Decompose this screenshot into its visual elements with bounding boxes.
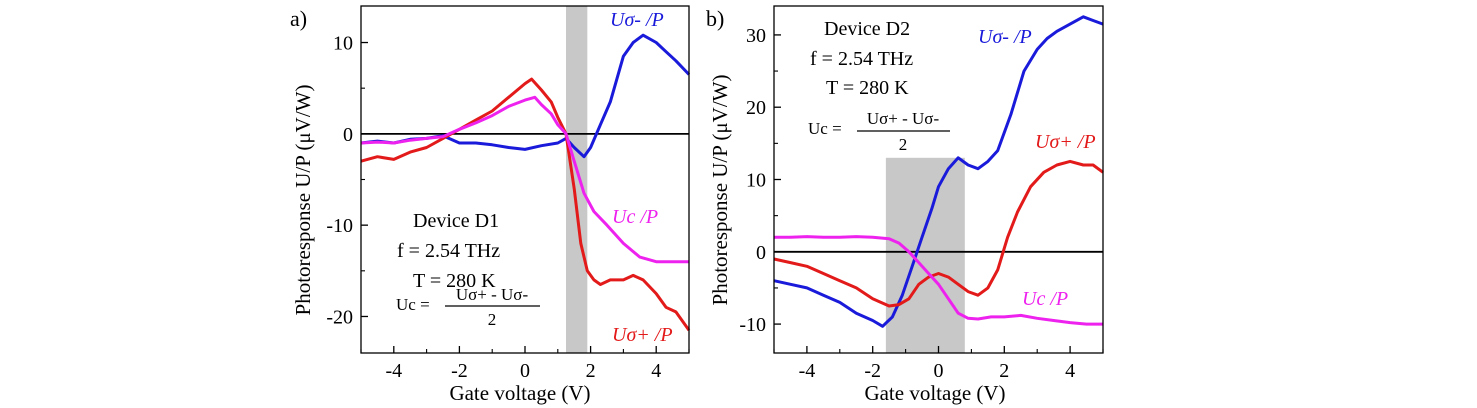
panel-b-x-tick-label: -4 bbox=[799, 360, 816, 382]
panel-b-series-uc-p bbox=[774, 235, 1103, 326]
panel-a-label: a) bbox=[290, 6, 307, 31]
panel-a-formula-lhs: Uc = bbox=[396, 295, 430, 314]
panel-b-label-u-c: Uc /P bbox=[1022, 288, 1068, 310]
panel-a-series-usigmaminus-p bbox=[360, 33, 691, 159]
panel-a-y-tick-label: 10 bbox=[333, 33, 353, 55]
panel-b-temperature-label: T = 280 K bbox=[826, 77, 909, 99]
panel-a-x-tick-label: 0 bbox=[520, 360, 530, 382]
panel-b-formula-numerator: Uσ+ - Uσ- bbox=[867, 109, 940, 128]
panel-a-series-usigmaplus-p bbox=[360, 77, 691, 332]
panel-a-label-u-sigma-plus: Uσ+ /P bbox=[612, 324, 673, 346]
panel-b-formula-lhs: Uc = bbox=[808, 119, 842, 138]
panel-a-y-axis-label: Photoresponse U/P (μV/W) bbox=[291, 85, 315, 316]
panel-a-y-tick-label: 0 bbox=[343, 124, 353, 146]
panel-b-shaded-region bbox=[885, 157, 965, 353]
panel-a-formula-denominator: 2 bbox=[488, 310, 497, 329]
panel-b-y-ticks: -10 0 10 20 30 bbox=[739, 25, 781, 336]
panel-a-frequency-label: f = 2.54 THz bbox=[397, 240, 500, 262]
panel-a-label-u-sigma-minus: Uσ- /P bbox=[610, 9, 664, 31]
panel-a-y-tick-label: -20 bbox=[326, 306, 353, 328]
panel-a-device-label: Device D1 bbox=[413, 210, 499, 232]
panel-b-device-label: Device D2 bbox=[824, 18, 910, 40]
panel-b-x-axis-label: Gate voltage (V) bbox=[864, 381, 1005, 405]
panel-b-x-tick-label: 0 bbox=[934, 360, 944, 382]
panel-a-x-tick-label: -2 bbox=[451, 360, 468, 382]
panel-b-y-tick-label: -10 bbox=[739, 314, 766, 336]
panel-b-y-tick-label: 0 bbox=[756, 242, 766, 264]
panel-b-y-tick-label: 10 bbox=[746, 170, 766, 192]
panel-a-y-tick-label: -10 bbox=[326, 215, 353, 237]
panel-a-label-u-c: Uc /P bbox=[612, 206, 658, 228]
panel-b-series-usigmaplus-p bbox=[773, 159, 1104, 308]
panel-a-x-axis-label: Gate voltage (V) bbox=[449, 381, 590, 405]
panel-b-frequency-label: f = 2.54 THz bbox=[810, 48, 913, 70]
panel-a-x-ticks: -4 -2 0 2 4 bbox=[360, 346, 690, 382]
panel-b: b) -4 -2 0 2 4 -10 0 10 20 30 Gate voltage (V) P… bbox=[706, 5, 1104, 405]
panel-b-formula-denominator: 2 bbox=[899, 135, 908, 154]
panel-a-x-tick-label: 2 bbox=[586, 360, 596, 382]
panel-a-x-tick-label: 4 bbox=[651, 360, 661, 382]
panel-b-series-usigmaminus-p bbox=[773, 15, 1104, 328]
panel-a-shaded-region bbox=[566, 6, 588, 353]
panel-b-x-tick-label: -2 bbox=[864, 360, 881, 382]
panel-b-x-tick-label: 4 bbox=[1065, 360, 1075, 382]
panel-b-series-group bbox=[773, 15, 1104, 328]
panel-a-formula-numerator: Uσ+ - Uσ- bbox=[456, 285, 529, 304]
panel-b-y-tick-label: 30 bbox=[746, 25, 766, 47]
panel-b-label-u-sigma-plus: Uσ+ /P bbox=[1035, 131, 1096, 153]
panel-b-x-tick-label: 2 bbox=[999, 360, 1009, 382]
panel-b-x-ticks: -4 -2 0 2 4 bbox=[773, 346, 1104, 382]
panel-b-label: b) bbox=[706, 6, 724, 31]
panel-a-x-tick-label: -4 bbox=[385, 360, 402, 382]
panel-a-series-uc-p bbox=[360, 95, 689, 264]
panel-a-temperature-label: T = 280 K bbox=[413, 270, 496, 292]
panel-b-label-u-sigma-minus: Uσ- /P bbox=[978, 26, 1032, 48]
panel-b-y-axis-label: Photoresponse U/P (μV/W) bbox=[708, 75, 732, 306]
panel-a-series-group bbox=[360, 33, 691, 332]
panel-a-y-ticks: -20 -10 0 10 bbox=[326, 33, 368, 328]
panel-b-y-tick-label: 20 bbox=[746, 97, 766, 119]
